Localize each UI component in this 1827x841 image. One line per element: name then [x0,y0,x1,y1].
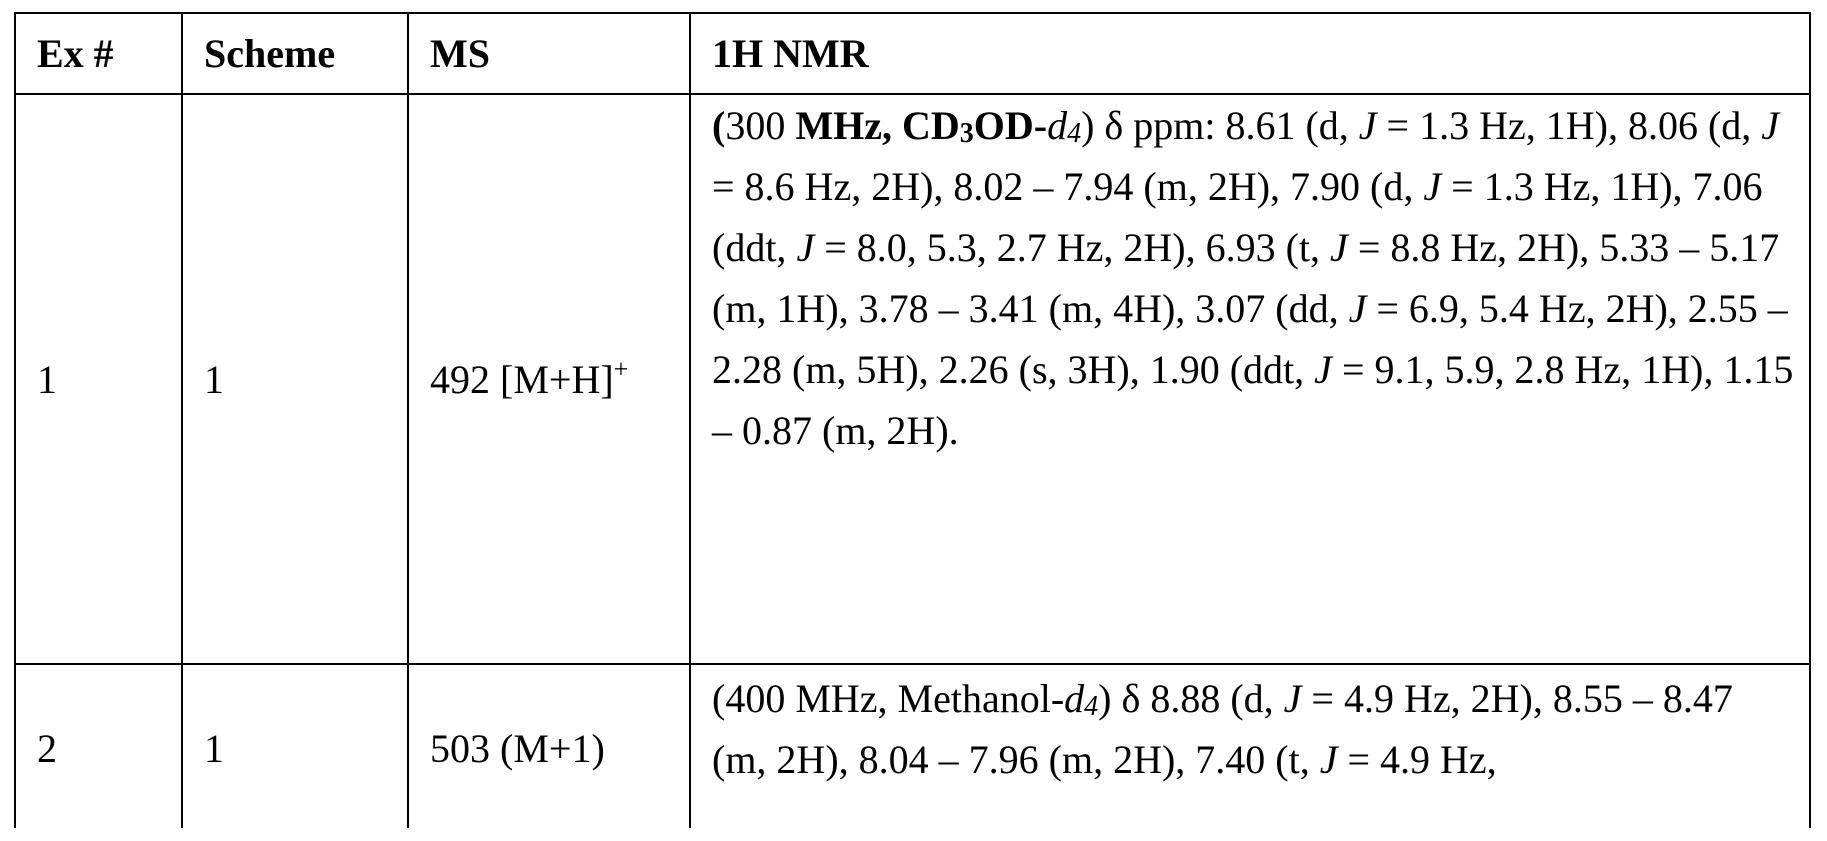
text-run: J [1314,347,1332,392]
text-run: J [1359,103,1377,148]
header-cell: MS [409,14,691,95]
text-run: OD- [974,103,1047,148]
data-table: Ex # Scheme MS 1H NMR 11 492 [M+H]+ (300 M… [14,12,1811,828]
text-run: J [1284,676,1302,721]
text-run: = 8.6 Hz, 2H), 8.02 – 7.94 (m, 2H), 7.90… [712,164,1423,209]
text-run: d [1064,676,1084,721]
text-run: (400 MHz, Methanol- [712,676,1064,721]
text-run: 503 (M+1) [430,726,605,771]
text-run: = 4.9 Hz, [1337,737,1496,782]
header-row: Ex # Scheme MS 1H NMR [16,14,1811,95]
nmr-cell: (400 MHz, Methanol-d4) δ 8.88 (d, J = 4.… [691,665,1811,828]
ex-cell: 1 [16,95,183,665]
text-run: ( [712,103,725,148]
scheme-cell: 1 [183,665,409,828]
ms-cell: 492 [M+H]+ [409,95,691,665]
text-run: 300 [725,103,795,148]
ms-text: 492 [M+H]+ [430,349,628,410]
text-run: J [1761,103,1779,148]
text-run: 492 [M+H] [430,357,614,402]
text-run: d [1047,103,1067,148]
text-run: + [614,354,629,383]
table-row: 11 492 [M+H]+ (300 MHz, CD3OD-d4) δ ppm: 8… [16,95,1811,665]
text-run: J [1349,286,1367,331]
text-run: J [796,225,814,270]
text-run: J [1423,164,1441,209]
nmr-cell: (300 MHz, CD3OD-d4) δ ppm: 8.61 (d, J = … [691,95,1811,665]
header-cell: Ex # [16,14,183,95]
ms-text: 503 (M+1) [430,718,605,779]
text-run: J [1330,225,1348,270]
text-run: = 8.0, 5.3, 2.7 Hz, 2H), 6.93 (t, [814,225,1330,270]
text-run: ) δ ppm: 8.61 (d, [1081,103,1359,148]
text-run: J [1320,737,1338,782]
text-run: MHz, CD [795,103,959,148]
text-run: 4 [1084,691,1098,722]
text-run: 3 [960,118,974,149]
ms-cell: 503 (M+1) [409,665,691,828]
scheme-cell: 1 [183,95,409,665]
text-run: = 1.3 Hz, 1H), 8.06 (d, [1377,103,1762,148]
ex-cell: 2 [16,665,183,828]
text-run: ) δ 8.88 (d, [1098,676,1284,721]
header-cell: Scheme [183,14,409,95]
header-cell: 1H NMR [691,14,1811,95]
table-row: 21 503 (M+1) (400 MHz, Methanol-d4) δ 8.88… [16,665,1811,828]
text-run: 4 [1067,118,1081,149]
